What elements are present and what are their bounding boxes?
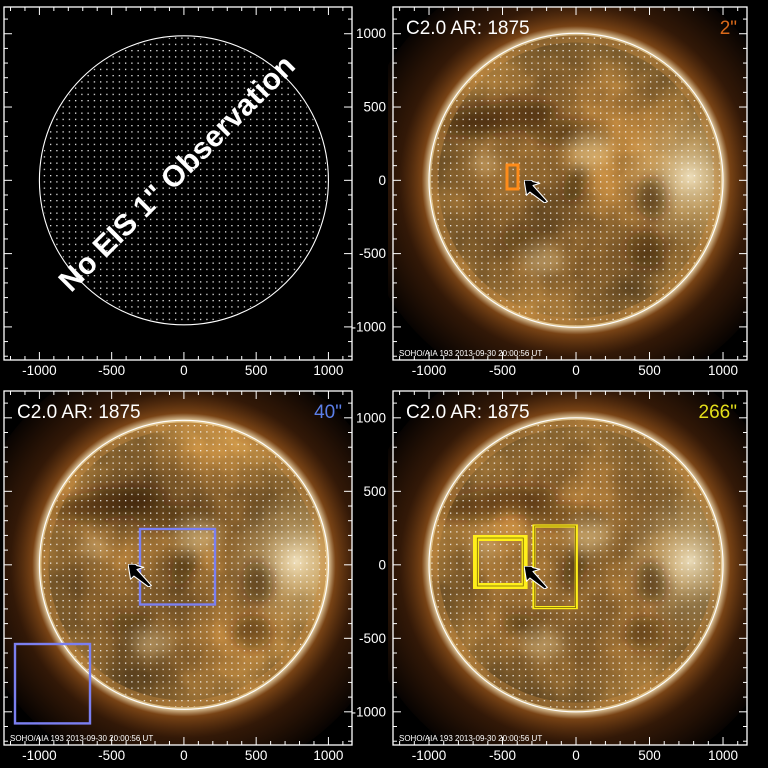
svg-text:-500: -500 <box>359 631 386 646</box>
svg-text:-500: -500 <box>98 748 125 763</box>
svg-text:C2.0 AR: 1875: C2.0 AR: 1875 <box>17 402 141 423</box>
svg-text:1000: 1000 <box>356 26 386 41</box>
svg-text:-1000: -1000 <box>22 748 57 763</box>
svg-text:2": 2" <box>720 18 737 39</box>
svg-text:SOHO/AIA 193 2013-09-30 20:0: SOHO/AIA 193 2013-09-30 20:00:56 UT <box>399 349 542 358</box>
svg-text:500: 500 <box>638 363 661 378</box>
svg-text:1000: 1000 <box>708 363 738 378</box>
svg-text:266": 266" <box>699 402 737 423</box>
svg-text:SOHO/AIA 193 2013-09-30 20:0: SOHO/AIA 193 2013-09-30 20:00:56 UT <box>10 734 153 743</box>
svg-text:-500: -500 <box>489 748 516 763</box>
svg-text:-1000: -1000 <box>22 363 57 378</box>
svg-text:0: 0 <box>572 363 580 378</box>
svg-text:1000: 1000 <box>708 748 738 763</box>
svg-text:0: 0 <box>572 748 580 763</box>
svg-text:-1000: -1000 <box>412 748 447 763</box>
svg-text:0: 0 <box>180 363 188 378</box>
svg-text:1000: 1000 <box>313 748 343 763</box>
svg-text:-500: -500 <box>98 363 125 378</box>
svg-text:500: 500 <box>245 363 268 378</box>
svg-text:-500: -500 <box>359 246 386 261</box>
svg-text:500: 500 <box>363 484 386 499</box>
svg-text:-1000: -1000 <box>351 704 386 719</box>
svg-text:500: 500 <box>638 748 661 763</box>
svg-text:C2.0 AR: 1875: C2.0 AR: 1875 <box>406 402 530 423</box>
svg-text:1000: 1000 <box>356 410 386 425</box>
svg-text:500: 500 <box>245 748 268 763</box>
svg-text:0: 0 <box>378 173 386 188</box>
svg-text:0: 0 <box>378 557 386 572</box>
svg-text:-500: -500 <box>489 363 516 378</box>
svg-text:40": 40" <box>314 402 342 423</box>
svg-text:500: 500 <box>363 100 386 115</box>
svg-text:C2.0 AR: 1875: C2.0 AR: 1875 <box>406 18 530 39</box>
svg-text:0: 0 <box>180 748 188 763</box>
svg-text:1000: 1000 <box>313 363 343 378</box>
svg-text:-1000: -1000 <box>351 319 386 334</box>
svg-text:SOHO/AIA 193 2013-09-30 20:0: SOHO/AIA 193 2013-09-30 20:00:56 UT <box>399 734 542 743</box>
svg-text:-1000: -1000 <box>412 363 447 378</box>
